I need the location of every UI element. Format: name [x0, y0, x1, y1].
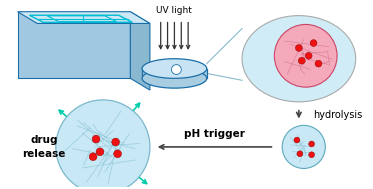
- Circle shape: [114, 150, 122, 158]
- Ellipse shape: [142, 59, 207, 78]
- Circle shape: [275, 24, 337, 87]
- Circle shape: [112, 138, 119, 146]
- Circle shape: [172, 65, 181, 74]
- Circle shape: [309, 141, 314, 147]
- Circle shape: [89, 153, 97, 161]
- Ellipse shape: [242, 16, 356, 102]
- Circle shape: [309, 152, 314, 158]
- Circle shape: [96, 148, 104, 156]
- Circle shape: [282, 125, 325, 168]
- Polygon shape: [142, 69, 207, 78]
- Circle shape: [310, 40, 317, 46]
- Circle shape: [315, 60, 322, 67]
- Circle shape: [295, 45, 302, 51]
- Text: hydrolysis: hydrolysis: [314, 110, 363, 120]
- Circle shape: [297, 151, 303, 157]
- Circle shape: [298, 57, 305, 64]
- Circle shape: [294, 137, 300, 143]
- Polygon shape: [18, 12, 130, 78]
- Polygon shape: [130, 12, 150, 90]
- Circle shape: [56, 100, 150, 189]
- Ellipse shape: [142, 69, 207, 88]
- Polygon shape: [18, 12, 150, 23]
- Circle shape: [305, 52, 312, 59]
- Text: UV light: UV light: [157, 6, 192, 15]
- Text: pH trigger: pH trigger: [184, 129, 245, 139]
- Text: drug
release: drug release: [22, 135, 66, 159]
- Circle shape: [92, 135, 100, 143]
